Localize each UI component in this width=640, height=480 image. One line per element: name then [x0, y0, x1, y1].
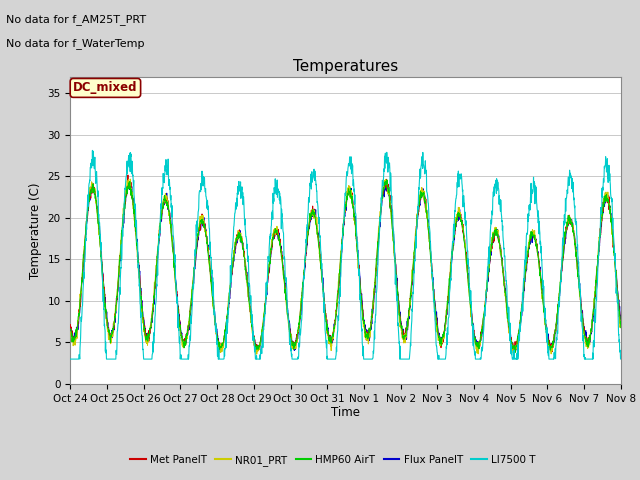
X-axis label: Time: Time [331, 407, 360, 420]
Title: Temperatures: Temperatures [293, 59, 398, 74]
Text: No data for f_AM25T_PRT: No data for f_AM25T_PRT [6, 14, 147, 25]
Text: No data for f_WaterTemp: No data for f_WaterTemp [6, 38, 145, 49]
Legend: Met PanelT, NR01_PRT, HMP60 AirT, Flux PanelT, LI7500 T: Met PanelT, NR01_PRT, HMP60 AirT, Flux P… [126, 451, 540, 470]
Y-axis label: Temperature (C): Temperature (C) [29, 182, 42, 279]
Text: DC_mixed: DC_mixed [73, 82, 138, 95]
